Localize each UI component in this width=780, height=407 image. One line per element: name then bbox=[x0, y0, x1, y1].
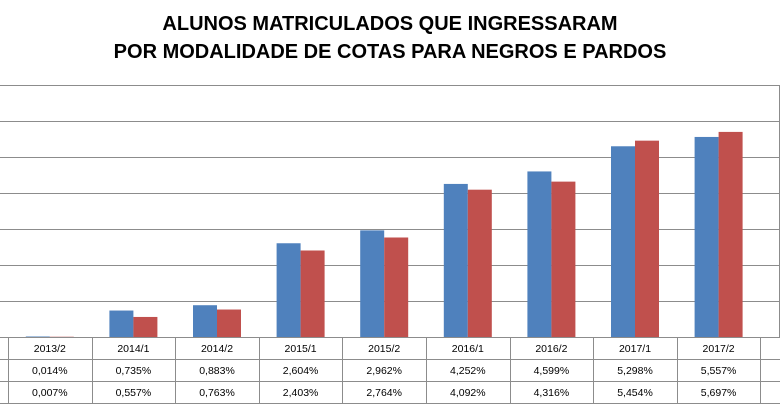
data-label-series-2: 2,403% bbox=[283, 387, 319, 399]
bar-1-2017/2 bbox=[694, 136, 719, 337]
data-label-series-1: 0,883% bbox=[199, 365, 235, 377]
data-label-series-2: 2,764% bbox=[366, 387, 402, 399]
data-label-series-2: 4,316% bbox=[534, 387, 570, 399]
bar-1-2017/1 bbox=[611, 146, 635, 337]
data-label-series-2: 0,007% bbox=[32, 387, 68, 399]
chart-subtitle: POR MODALIDADE DE COTAS PARA NEGROS E PA… bbox=[113, 41, 667, 63]
data-label-series-2: 5,697% bbox=[701, 387, 737, 399]
data-label-series-1: 2,962% bbox=[366, 365, 402, 377]
data-label-series-2: 4,092% bbox=[450, 387, 486, 399]
category-label: 2017/2 bbox=[703, 343, 735, 355]
bar-2-2016/1 bbox=[467, 189, 492, 337]
category-label: 2016/2 bbox=[535, 343, 567, 355]
bar-1-2016/2 bbox=[527, 171, 552, 337]
bar-2-2016/2 bbox=[551, 181, 576, 337]
data-label-series-1: 0,014% bbox=[32, 365, 68, 377]
bar-2-2015/2 bbox=[384, 237, 409, 337]
bar-2-2014/2 bbox=[217, 309, 241, 337]
bar-1-2014/2 bbox=[193, 305, 217, 337]
bar-1-2014/1 bbox=[109, 310, 134, 337]
category-label: 2013/2 bbox=[34, 343, 66, 355]
data-label-series-1: 2,604% bbox=[283, 365, 319, 377]
category-label: 2016/1 bbox=[452, 343, 484, 355]
category-label: 2015/1 bbox=[285, 343, 317, 355]
chart-title: ALUNOS MATRICULADOS QUE INGRESSARAM bbox=[162, 13, 618, 35]
bar-2-2017/2 bbox=[718, 131, 743, 337]
bar-1-2015/1 bbox=[276, 243, 301, 337]
data-label-series-1: 0,735% bbox=[116, 365, 152, 377]
data-label-series-2: 5,454% bbox=[617, 387, 653, 399]
category-label: 2014/1 bbox=[117, 343, 149, 355]
data-label-series-1: 4,252% bbox=[450, 365, 486, 377]
bar-2-2013/2 bbox=[49, 336, 74, 338]
data-label-series-2: 0,557% bbox=[116, 387, 152, 399]
bar-2-2014/1 bbox=[133, 316, 158, 337]
bar-2-2017/1 bbox=[635, 140, 659, 337]
bar-1-2015/2 bbox=[360, 230, 385, 337]
chart-title-block: ALUNOS MATRICULADOS QUE INGRESSARAM POR … bbox=[0, 10, 780, 66]
category-label: 2017/1 bbox=[619, 343, 651, 355]
category-label: 2015/2 bbox=[368, 343, 400, 355]
bar-1-2016/1 bbox=[443, 183, 468, 337]
category-label: 2014/2 bbox=[201, 343, 233, 355]
bar-2-2015/1 bbox=[300, 250, 325, 337]
data-label-series-1: 4,599% bbox=[534, 365, 570, 377]
bar-1-2013/2 bbox=[25, 336, 50, 337]
data-label-series-1: 5,557% bbox=[701, 365, 737, 377]
data-label-series-1: 5,298% bbox=[617, 365, 653, 377]
data-label-series-2: 0,763% bbox=[199, 387, 235, 399]
